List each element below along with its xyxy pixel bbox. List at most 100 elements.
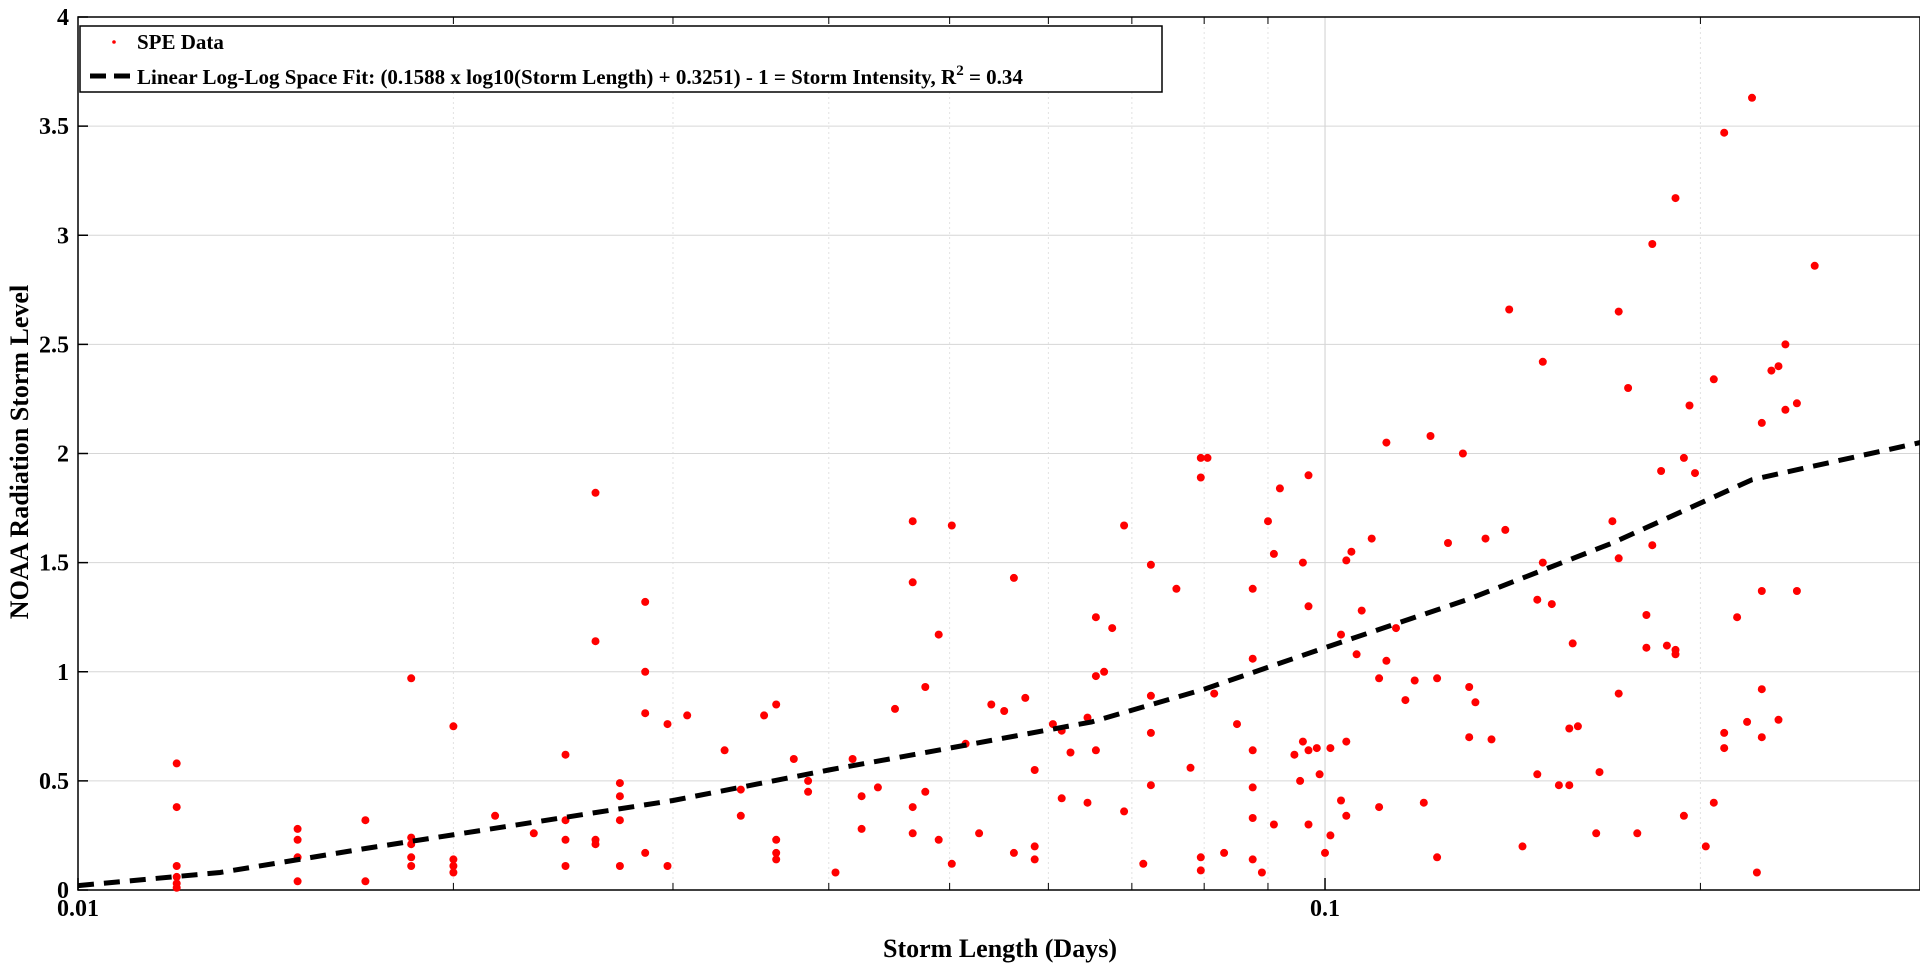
data-point — [1030, 855, 1039, 864]
data-point — [1465, 683, 1474, 691]
data-point — [172, 883, 181, 892]
legend-marker-spe — [112, 40, 116, 44]
data-point — [1458, 449, 1467, 458]
data-point — [591, 840, 600, 849]
data-point — [1792, 399, 1801, 408]
data-point — [1657, 467, 1666, 475]
y-tick-label: 1.5 — [39, 551, 69, 577]
data-point — [1419, 798, 1428, 807]
data-point — [1767, 366, 1776, 375]
data-point — [1614, 307, 1623, 316]
data-point — [1342, 556, 1351, 565]
data-point — [789, 755, 798, 763]
data-point — [615, 816, 624, 825]
data-point — [848, 755, 857, 763]
data-point — [1367, 534, 1376, 543]
data-point — [1172, 584, 1181, 593]
data-point — [641, 667, 650, 676]
data-point — [934, 630, 943, 639]
data-point — [1709, 798, 1718, 807]
data-point — [891, 704, 899, 713]
data-point — [1139, 859, 1148, 868]
data-point — [293, 835, 302, 844]
data-point — [1720, 128, 1729, 137]
data-point — [1196, 473, 1205, 482]
data-point — [1614, 554, 1623, 563]
data-point — [615, 862, 624, 870]
y-tick-label: 1 — [57, 660, 69, 686]
data-point — [1304, 471, 1313, 480]
data-point — [615, 792, 624, 801]
y-tick-label: 2 — [57, 442, 69, 468]
data-point — [1233, 720, 1241, 729]
y-tick-label: 3.5 — [39, 114, 69, 140]
x-tick-labels: 0.01 0.1 — [57, 896, 1340, 922]
data-point — [1312, 744, 1321, 753]
data-point — [293, 877, 302, 886]
data-point — [1748, 93, 1756, 102]
y-tick-label: 4 — [57, 5, 69, 31]
data-point — [1757, 733, 1766, 742]
x-tick-label: 0.1 — [1310, 896, 1340, 922]
data-point — [908, 829, 917, 838]
data-point — [772, 700, 781, 709]
data-point — [1248, 855, 1257, 864]
data-point — [1146, 728, 1155, 737]
data-point — [361, 816, 370, 825]
data-point — [1326, 744, 1335, 753]
data-point — [934, 835, 943, 844]
data-point — [1269, 549, 1278, 558]
data-point — [1518, 842, 1527, 851]
data-point — [1671, 650, 1680, 659]
data-point — [561, 862, 570, 870]
data-point — [529, 829, 538, 838]
data-point — [1426, 432, 1435, 440]
data-point — [561, 835, 570, 844]
data-point — [1321, 848, 1329, 857]
data-point — [1066, 748, 1075, 757]
data-point — [641, 848, 650, 857]
data-point — [1481, 534, 1490, 543]
data-point — [1210, 689, 1219, 698]
data-point — [1720, 728, 1729, 737]
data-point — [1021, 693, 1030, 702]
data-point — [1471, 698, 1480, 707]
data-point — [683, 711, 692, 720]
data-point — [760, 711, 769, 720]
data-point — [1757, 587, 1766, 595]
data-point — [831, 868, 840, 877]
data-point — [663, 720, 672, 729]
data-point — [1146, 781, 1155, 790]
spe-data-points — [172, 93, 1819, 892]
data-point — [1091, 613, 1100, 622]
data-point — [1057, 794, 1066, 803]
data-point — [1433, 853, 1442, 862]
data-point — [172, 872, 181, 881]
data-point — [641, 709, 650, 718]
data-point — [591, 488, 600, 497]
data-point — [1781, 340, 1790, 349]
data-point — [1633, 829, 1642, 838]
data-point — [804, 776, 813, 785]
data-point — [1196, 853, 1205, 862]
data-point — [1733, 613, 1742, 622]
data-point — [1752, 868, 1761, 877]
data-point — [1290, 750, 1299, 759]
data-point — [1757, 685, 1766, 694]
data-point — [1120, 807, 1129, 816]
data-point — [1648, 541, 1657, 550]
data-point — [857, 824, 866, 833]
data-point — [1614, 689, 1623, 698]
data-point — [1565, 724, 1574, 733]
data-point — [1382, 438, 1391, 447]
data-point — [1792, 587, 1801, 595]
data-point — [1269, 820, 1278, 829]
data-point — [1662, 641, 1671, 650]
data-point — [873, 783, 882, 792]
data-point — [1298, 737, 1307, 746]
data-point — [1186, 763, 1195, 772]
data-point — [293, 824, 302, 833]
data-point — [1624, 384, 1633, 392]
